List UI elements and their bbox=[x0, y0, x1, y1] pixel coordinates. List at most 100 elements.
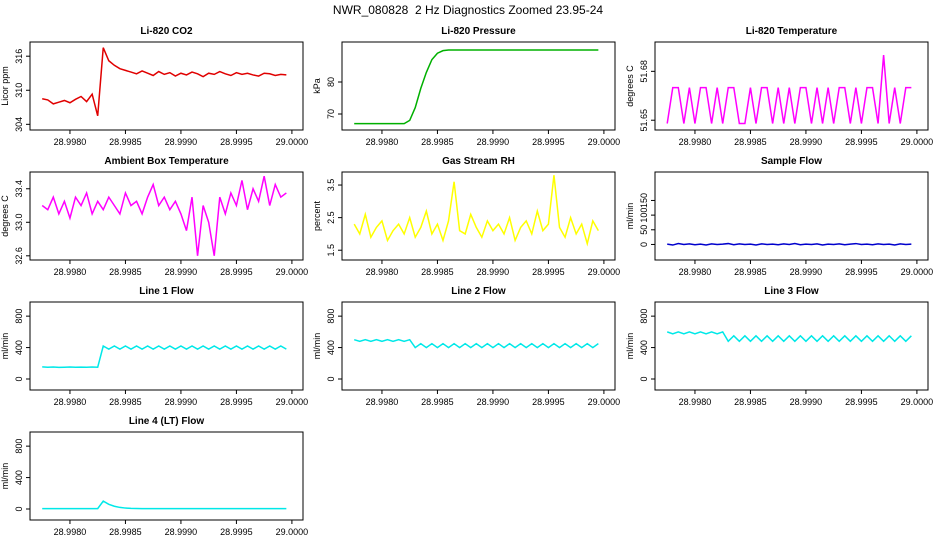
x-tick-label: 28.9990 bbox=[790, 137, 823, 147]
y-tick-label: 800 bbox=[14, 309, 24, 324]
y-tick-label: 400 bbox=[14, 340, 24, 355]
panel-title: Line 4 (LT) Flow bbox=[129, 416, 205, 427]
panel: Gas Stream RH percent 28.9980 28.9985 28.999… bbox=[312, 156, 620, 277]
x-tick-label: 28.9990 bbox=[477, 137, 510, 147]
data-line bbox=[354, 338, 599, 349]
x-tick-label: 28.9985 bbox=[734, 267, 767, 277]
x-tick-label: 29.0000 bbox=[588, 267, 621, 277]
panel: Li-820 Temperature degrees C 28.9980 28.998… bbox=[625, 26, 933, 147]
y-tick-label: 51.65 bbox=[639, 109, 649, 132]
x-tick-label: 28.9990 bbox=[165, 527, 198, 537]
x-tick-label: 28.9990 bbox=[165, 397, 198, 407]
y-tick-label: 0 bbox=[639, 376, 649, 381]
x-tick-label: 28.9980 bbox=[366, 137, 399, 147]
x-tick-label: 28.9980 bbox=[366, 267, 399, 277]
plot-frame bbox=[341, 41, 616, 131]
y-tick-label: 51.68 bbox=[639, 60, 649, 83]
y-tick-label: 32.6 bbox=[14, 247, 24, 265]
panel-title: Gas Stream RH bbox=[442, 156, 515, 167]
x-tick-label: 28.9985 bbox=[109, 137, 142, 147]
x-tick-label: 29.0000 bbox=[901, 397, 934, 407]
y-tick-label: 400 bbox=[14, 470, 24, 485]
y-axis-label: ml/min bbox=[312, 333, 322, 360]
x-tick-label: 28.9990 bbox=[790, 397, 823, 407]
x-tick-label: 28.9985 bbox=[421, 137, 454, 147]
y-tick-label: 800 bbox=[14, 439, 24, 454]
y-tick-label: 100 bbox=[639, 208, 649, 223]
x-tick-label: 28.9995 bbox=[845, 397, 878, 407]
y-tick-label: 800 bbox=[326, 309, 336, 324]
figure-title: NWR_080828 2 Hz Diagnostics Zoomed 23.95… bbox=[333, 3, 603, 17]
x-tick-label: 28.9985 bbox=[109, 527, 142, 537]
x-tick-label: 28.9990 bbox=[165, 267, 198, 277]
y-tick-label: 304 bbox=[14, 117, 24, 132]
plot-frame bbox=[654, 41, 929, 131]
data-line bbox=[42, 500, 287, 510]
y-tick-label: 2.5 bbox=[326, 211, 336, 224]
y-tick-label: 0 bbox=[14, 506, 24, 511]
x-tick-label: 29.0000 bbox=[276, 137, 309, 147]
x-tick-label: 28.9985 bbox=[734, 137, 767, 147]
x-tick-label: 28.9985 bbox=[421, 267, 454, 277]
y-tick-label: 150 bbox=[639, 193, 649, 208]
x-tick-label: 29.0000 bbox=[588, 137, 621, 147]
y-tick-label: 3.5 bbox=[326, 179, 336, 192]
x-tick-label: 28.9990 bbox=[790, 267, 823, 277]
plot-frame bbox=[29, 41, 304, 131]
x-tick-label: 28.9995 bbox=[220, 527, 253, 537]
y-axis-label: ml/min bbox=[0, 333, 10, 360]
y-tick-label: 80 bbox=[326, 77, 336, 87]
y-axis-label: Licor ppm bbox=[0, 66, 10, 106]
x-tick-label: 28.9995 bbox=[845, 137, 878, 147]
x-tick-label: 29.0000 bbox=[276, 267, 309, 277]
panel-title: Sample Flow bbox=[761, 156, 822, 167]
panel-title: Line 2 Flow bbox=[451, 286, 506, 297]
plot-frame bbox=[29, 171, 304, 261]
data-line bbox=[666, 330, 912, 343]
panel-title: Line 1 Flow bbox=[139, 286, 194, 297]
plot-frame bbox=[654, 171, 929, 261]
panel: Li-820 CO2 Licor ppm 28.9980 28.9985 28.9990… bbox=[0, 26, 308, 147]
data-line bbox=[354, 49, 599, 125]
x-tick-label: 28.9995 bbox=[532, 397, 565, 407]
x-tick-label: 28.9990 bbox=[477, 397, 510, 407]
panel-title: Li-820 Pressure bbox=[441, 26, 516, 37]
panel-title: Li-820 CO2 bbox=[140, 26, 193, 37]
x-tick-label: 28.9985 bbox=[109, 267, 142, 277]
panel: Line 4 (LT) Flow ml/min 28.9980 28.9985 28.9… bbox=[0, 416, 308, 537]
panel: Line 1 Flow ml/min 28.9980 28.9985 28.9990 28… bbox=[0, 286, 308, 407]
y-axis-label: ml/min bbox=[0, 463, 10, 490]
x-tick-label: 28.9995 bbox=[220, 137, 253, 147]
data-line bbox=[42, 47, 287, 116]
y-axis-label: ml/min bbox=[625, 203, 635, 230]
y-axis-label: degrees C bbox=[625, 65, 635, 107]
x-tick-label: 28.9980 bbox=[54, 137, 87, 147]
plot-frame bbox=[654, 301, 929, 391]
x-tick-label: 28.9980 bbox=[54, 527, 87, 537]
y-tick-label: 316 bbox=[14, 49, 24, 64]
panel: Line 3 Flow ml/min 28.9980 28.9985 28.9990 28… bbox=[625, 286, 933, 407]
y-axis-label: kPa bbox=[312, 78, 322, 94]
y-tick-label: 1.5 bbox=[326, 244, 336, 257]
y-tick-label: 0 bbox=[326, 376, 336, 381]
plot-frame bbox=[29, 431, 304, 521]
panel-title: Li-820 Temperature bbox=[746, 26, 838, 37]
x-tick-label: 28.9980 bbox=[54, 397, 87, 407]
data-line bbox=[666, 54, 912, 125]
data-line bbox=[42, 344, 287, 369]
panel-title: Ambient Box Temperature bbox=[104, 156, 229, 167]
x-tick-label: 28.9985 bbox=[109, 397, 142, 407]
y-axis-label: percent bbox=[312, 200, 322, 231]
y-tick-label: 0 bbox=[639, 242, 649, 247]
x-tick-label: 28.9980 bbox=[54, 267, 87, 277]
x-tick-label: 29.0000 bbox=[588, 397, 621, 407]
x-tick-label: 28.9985 bbox=[734, 397, 767, 407]
x-tick-label: 29.0000 bbox=[901, 267, 934, 277]
x-tick-label: 29.0000 bbox=[276, 397, 309, 407]
plot-frame bbox=[341, 301, 616, 391]
x-tick-label: 28.9980 bbox=[679, 137, 712, 147]
y-tick-label: 0 bbox=[14, 376, 24, 381]
x-tick-label: 29.0000 bbox=[276, 527, 309, 537]
y-tick-label: 400 bbox=[326, 340, 336, 355]
